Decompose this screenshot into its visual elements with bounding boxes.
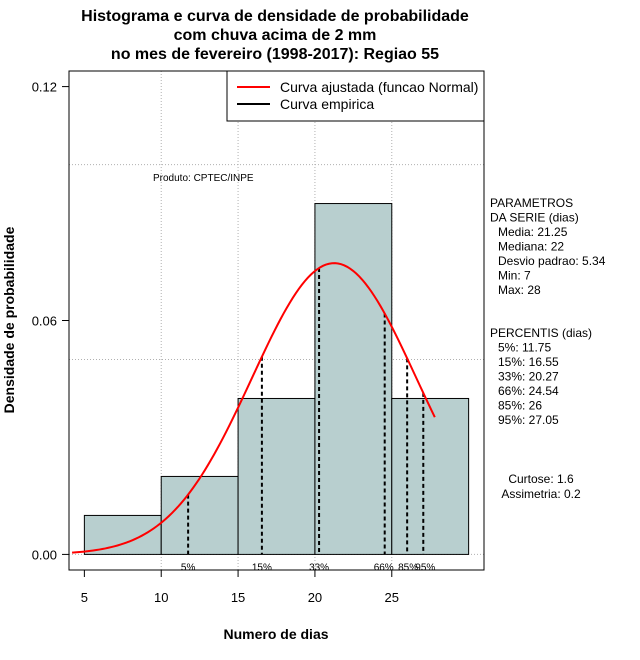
parametro-value: Mediana: 22: [498, 240, 564, 254]
parametros-heading: DA SERIE (dias): [490, 211, 579, 225]
parametro-value: Min: 7: [498, 269, 531, 283]
percentile-label: 85%: [398, 562, 418, 573]
percentil-value: 85%: 26: [498, 399, 542, 413]
legend-label: Curva ajustada (funcao Normal): [280, 79, 478, 95]
percentil-value: 5%: 11.75: [498, 341, 551, 355]
shape-statistic: Curtose: 1.6: [508, 472, 574, 486]
parametro-value: Max: 28: [498, 283, 541, 297]
x-axis: 5 10 15 20 25: [81, 569, 399, 605]
percentile-label: 5%: [181, 562, 196, 573]
chart-title: Histograma e curva de densidade de proba…: [81, 8, 469, 63]
fitted-normal-curve: [71, 262, 436, 554]
percentil-value: 15%: 16.55: [498, 355, 559, 369]
percentil-value: 66%: 24.54: [498, 384, 559, 398]
histogram-bar: [314, 203, 393, 555]
percentile-markers: 5% 15% 33% 66% 85%95%: [181, 268, 435, 573]
percentil-value: 95%: 27.05: [498, 413, 559, 427]
title-line: Histograma e curva de densidade de proba…: [81, 8, 469, 25]
histogram-bar: [160, 475, 239, 555]
histogram-bar: [83, 514, 162, 555]
x-tick-label: 5: [81, 590, 88, 605]
y-tick-label: 0.12: [32, 80, 57, 95]
x-tick-label: 20: [308, 590, 322, 605]
x-tick-label: 25: [385, 590, 399, 605]
parametro-value: Desvio padrao: 5.34: [498, 254, 606, 268]
y-tick-label: 0.00: [32, 547, 57, 562]
legend-label: Curva empirica: [280, 96, 374, 112]
y-axis: 0.00 0.06 0.12: [32, 80, 70, 562]
percentile-label: 33%: [309, 562, 329, 573]
histogram-bars: [83, 203, 470, 555]
parametro-value: Media: 21.25: [498, 225, 568, 239]
shape-statistic: Assimetria: 0.2: [501, 487, 581, 501]
y-axis-label: Densidade de probabilidade: [1, 226, 17, 413]
title-line: no mes de fevereiro (1998-2017): Regiao …: [111, 46, 439, 63]
legend-box: [226, 70, 485, 122]
percentil-value: 33%: 20.27: [498, 370, 559, 384]
histogram-bar: [391, 397, 470, 555]
percentile-label: 66%: [374, 562, 394, 573]
x-axis-label: Numero de dias: [223, 626, 328, 642]
percentis-heading: PERCENTIS (dias): [490, 326, 592, 340]
title-line: com chuva acima de 2 mm: [174, 27, 377, 44]
percentile-label: 15%: [252, 562, 272, 573]
parametros-heading: PARAMETROS: [490, 196, 573, 210]
product-note: Produto: CPTEC/INPE: [153, 173, 254, 184]
x-tick-label: 15: [231, 590, 245, 605]
legend: Curva ajustada (funcao Normal)Curva empi…: [226, 70, 485, 122]
percentile-label: 95%: [415, 562, 435, 573]
y-tick-label: 0.06: [32, 314, 57, 329]
x-tick-label: 10: [154, 590, 168, 605]
histogram-bar: [237, 397, 316, 555]
